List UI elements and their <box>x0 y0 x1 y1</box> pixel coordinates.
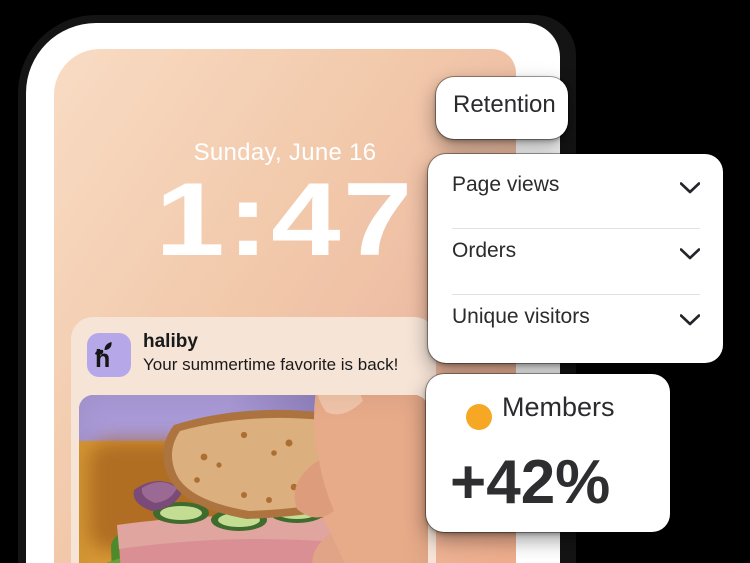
svg-text:h: h <box>95 345 110 369</box>
